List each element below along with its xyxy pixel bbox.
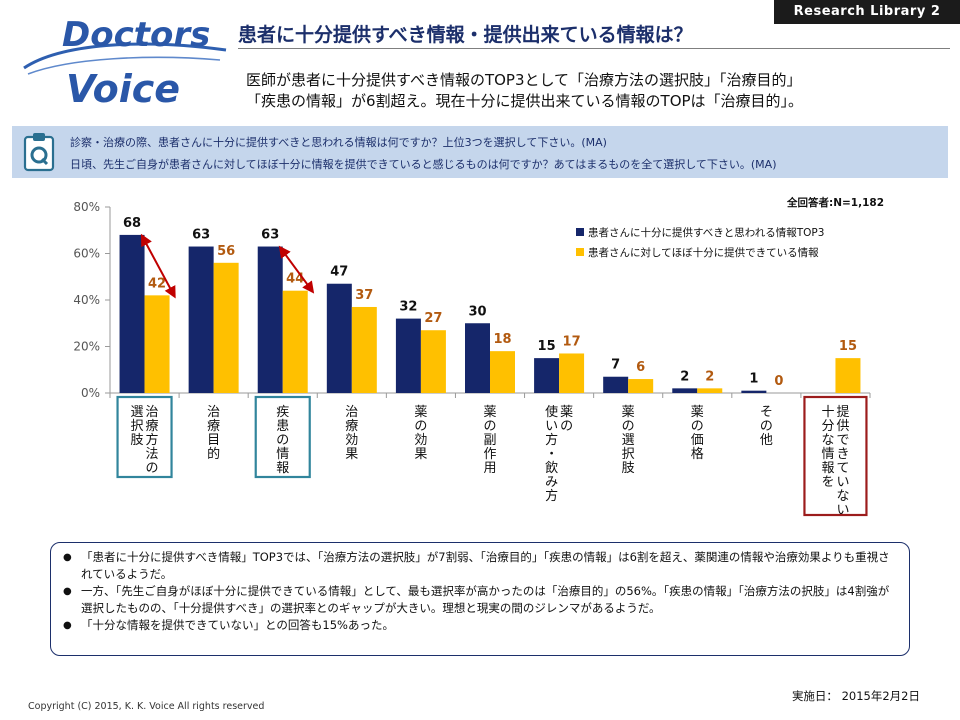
legend-swatch [576,228,584,236]
bar-value-label: 63 [192,228,210,243]
bar [490,351,515,393]
legend-swatch [576,248,584,256]
bar-value-label: 15 [538,339,556,354]
bullet-icon: ● [63,552,72,563]
title-divider [238,48,950,49]
svg-text:Doctors: Doctors [62,15,210,55]
doctors-voice-logo: Doctors Voice [23,15,227,110]
bar-value-label: 0 [774,374,783,389]
bar-value-label: 15 [839,339,857,354]
bar-value-label: 27 [424,311,442,326]
bar [672,388,698,393]
gap-arrow [278,245,315,294]
research-library-badge: Research Library 2 [774,0,960,24]
bar [534,358,560,393]
category-label: 薬の選択肢 [622,405,635,476]
bar-chart: 0% 20% 40% 60% 80% 全回答者:N=1,182 患者さんに十分に提供すべきと… [73,196,884,518]
category-label: 薬の効果 [414,405,427,462]
note-item: ● 一方、「先生ご自身がほぼ十分に提供できている情報」として、最も選択率が高かっ… [63,584,890,615]
legend-label: 患者さんに対してほぼ十分に提供できている情報 [588,246,819,259]
lead-line-1: 医師が患者に十分提供すべき情報のTOP3として「治療方法の選択肢」「治療目的」 [246,71,802,89]
category-label: 薬の [560,405,573,434]
bar-value-label: 18 [493,332,511,347]
bar-value-label: 30 [468,304,486,319]
bar-value-label: 44 [286,272,304,287]
y-tick-label: 60% [73,247,100,261]
y-tick-label: 80% [73,200,100,214]
bar-value-label: 17 [563,334,581,349]
bar-value-label: 68 [123,216,141,231]
bar [188,246,214,393]
bar-value-label: 1 [749,372,758,387]
bar [559,353,585,393]
page-title: 患者に十分提供すべき情報・提供出来ている情報は？ [238,24,693,46]
category-label: 薬の価格 [691,405,704,462]
bar-value-label: 56 [217,244,235,259]
y-tick-label: 0% [81,386,100,400]
bar-value-label: 63 [261,228,279,243]
category-label: その他 [760,405,773,448]
bar [257,246,283,393]
category-highlight-box [116,395,173,479]
alert-highlight-box [803,395,868,517]
bar-value-label: 37 [355,288,373,303]
y-tick-label: 20% [73,340,100,354]
lead-summary: 医師が患者に十分提供すべき情報のTOP3として「治療方法の選択肢」「治療目的」 … [246,70,803,112]
bar [282,290,308,393]
lead-line-2: 「疾患の情報」が6割超え。現在十分に提供出来ている情報のTOPは「治療目的」。 [246,92,804,110]
bar [395,318,421,393]
bar [119,234,145,393]
bar [326,283,352,393]
legend-label: 患者さんに十分に提供すべきと思われる情報TOP3 [588,226,824,239]
note-item: ● 「十分な情報を提供できていない」との回答も15%あった。 [63,618,394,632]
clipboard-q-icon [23,133,55,172]
bar-value-label: 2 [680,369,689,384]
bar-value-label: 47 [330,265,348,280]
question-1: 診察・治療の際、患者さんに十分に提供すべきと思われる情報は何ですか？上位3つを選… [70,136,607,149]
bar [603,376,629,393]
note-item: ● 「患者に十分に提供すべき情報」TOP3では、「治療方法の選択肢」が7割弱、「… [63,550,890,581]
category-label: 選択肢 [131,405,144,448]
bar [835,358,861,393]
gap-arrow [140,233,176,299]
bar-value-label: 32 [399,300,417,315]
category-label: 疾患の情報 [276,405,289,476]
bar [213,262,239,393]
respondent-note: 全回答者:N=1,182 [786,196,884,209]
category-label: 治療目的 [207,405,220,462]
bar-value-label: 7 [611,358,620,373]
bar-value-label: 2 [705,369,714,384]
category-label: 治療効果 [345,405,358,462]
bar [144,295,170,393]
bar-value-label: 6 [636,360,645,375]
category-highlight-box [254,395,311,479]
notes-box: ● 「患者に十分に提供すべき情報」TOP3では、「治療方法の選択肢」が7割弱、「… [50,542,910,656]
category-label: 使い方・飲み方 [545,404,558,504]
svg-text:Voice: Voice [66,67,180,110]
category-label: 提供できていない [836,404,849,518]
category-label: 十分な情報を [821,405,834,490]
bullet-icon: ● [63,620,72,631]
bar [741,390,767,393]
question-2: 日頃、先生ご自身が患者さんに対してほぼ十分に情報を提供できていると感じるものは何… [70,158,777,171]
bullet-icon: ● [63,586,72,597]
bar [697,388,723,393]
y-tick-label: 40% [73,293,100,307]
category-label: 治療方法の [146,405,159,476]
bar-value-label: 42 [148,276,166,291]
question-box: 診察・治療の際、患者さんに十分に提供すべきと思われる情報は何ですか？上位3つを選… [12,126,948,178]
category-label: 薬の副作用 [483,405,496,476]
bar [628,379,654,393]
bar [351,306,377,393]
survey-date: 実施日： 2015年2月2日 [791,689,920,703]
bar [420,330,446,393]
copyright-text: Copyright (C) 2015, K. K. Voice All righ… [28,701,265,712]
bar [465,323,490,393]
